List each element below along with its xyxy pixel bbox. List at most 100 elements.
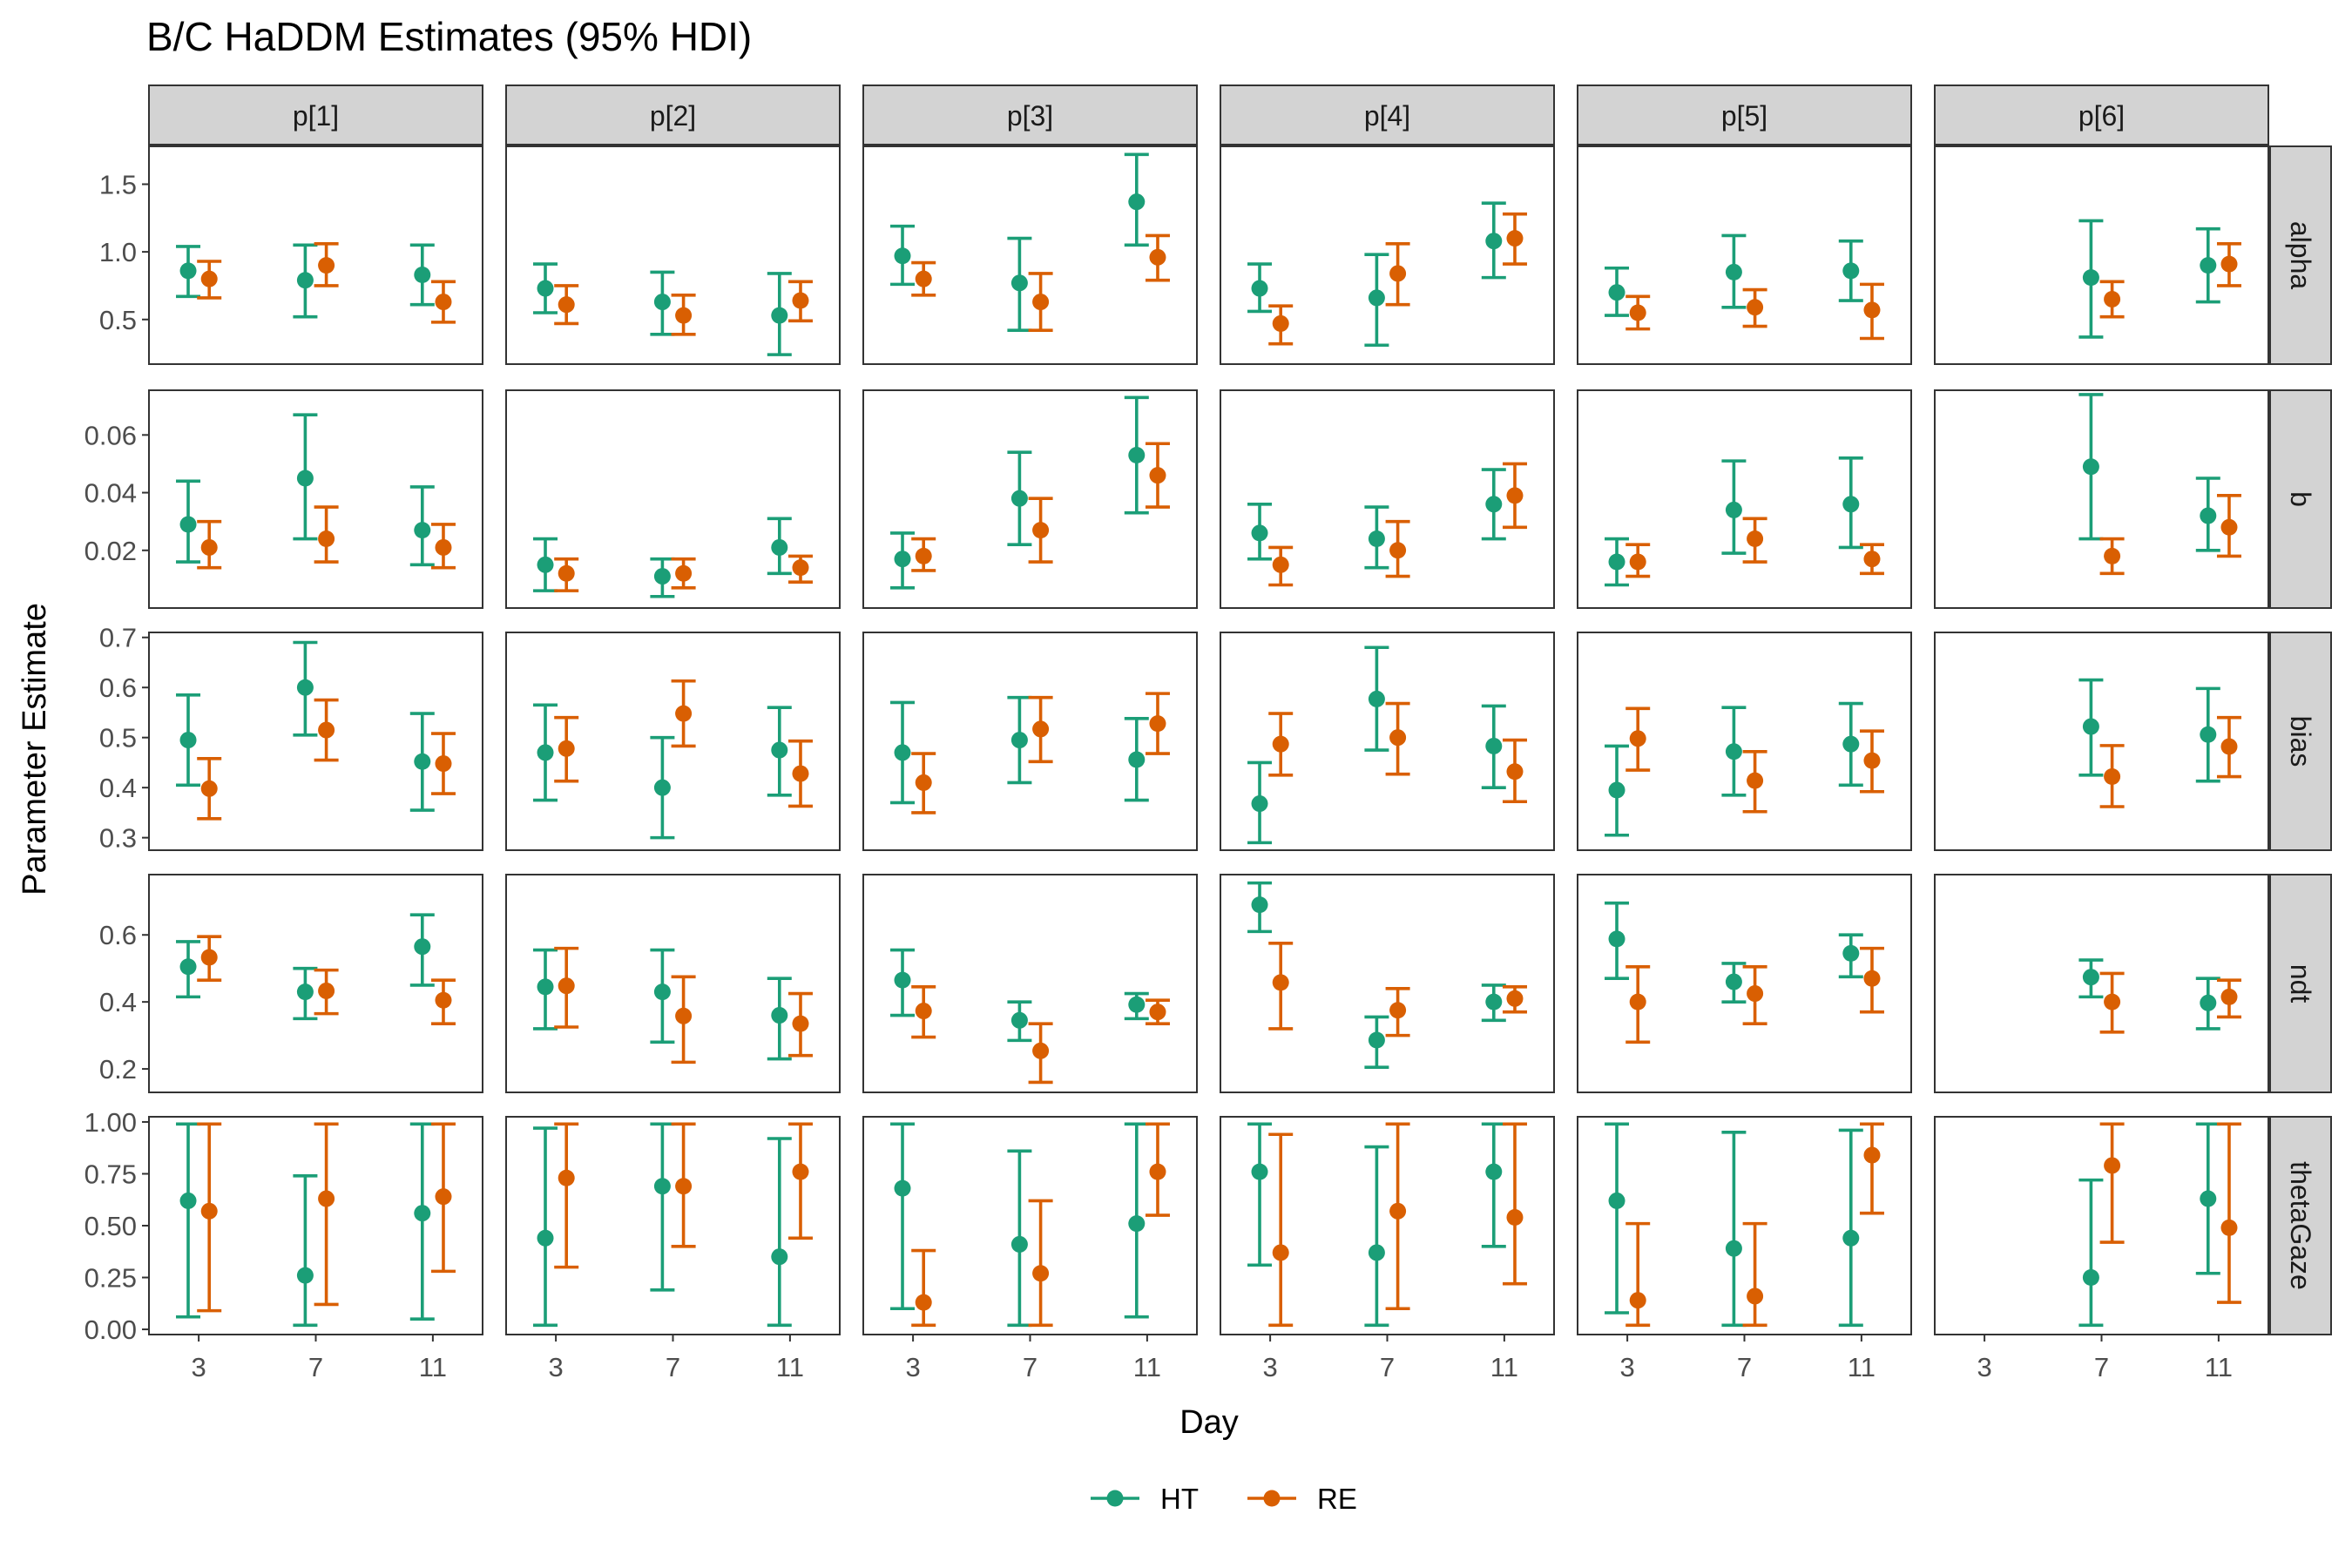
point-ht xyxy=(653,779,671,796)
point-ht xyxy=(1251,795,1268,813)
point-ht xyxy=(179,958,197,976)
point-ht xyxy=(653,983,671,1001)
x-tick-label: 11 xyxy=(2205,1352,2233,1382)
point-ht xyxy=(894,247,911,265)
point-re xyxy=(1747,1288,1764,1305)
point-re xyxy=(1629,993,1646,1010)
point-ht xyxy=(1485,993,1503,1010)
point-ht xyxy=(1725,743,1742,760)
y-tick-label: 0.7 xyxy=(99,623,137,653)
facet-panel xyxy=(148,1116,483,1335)
point-re xyxy=(1032,294,1050,311)
point-ht xyxy=(2200,726,2217,743)
point-ht xyxy=(771,307,788,324)
point-re xyxy=(1506,763,1524,781)
y-tick-label: 0.5 xyxy=(99,305,137,335)
point-re xyxy=(915,1294,932,1311)
point-re xyxy=(435,755,452,773)
y-tick-label: 0.50 xyxy=(84,1211,137,1241)
point-re xyxy=(2104,768,2121,786)
point-re xyxy=(1389,265,1407,282)
x-tick-label: 3 xyxy=(905,1352,920,1382)
facet-panel xyxy=(505,145,841,365)
point-re xyxy=(435,1188,452,1206)
point-re xyxy=(1629,553,1646,571)
point-ht xyxy=(771,741,788,759)
point-ht xyxy=(771,538,788,556)
point-ht xyxy=(653,1178,671,1195)
point-ht xyxy=(537,978,554,996)
point-re xyxy=(915,270,932,287)
point-re xyxy=(675,1007,693,1024)
point-ht xyxy=(2082,718,2099,735)
x-tick-label: 3 xyxy=(548,1352,563,1382)
facet-panel xyxy=(1934,632,2269,851)
facet-panel xyxy=(1577,632,1912,851)
point-re xyxy=(1863,1146,1881,1164)
point-ht xyxy=(653,568,671,585)
point-ht xyxy=(296,679,314,696)
point-ht xyxy=(1010,1011,1028,1029)
point-re xyxy=(915,547,932,564)
point-ht xyxy=(1485,737,1503,754)
point-re xyxy=(1389,1002,1407,1019)
point-ht xyxy=(1842,262,1860,280)
y-tick-label: 1.0 xyxy=(99,237,137,267)
point-re xyxy=(1506,230,1524,247)
point-re xyxy=(318,982,335,999)
point-re xyxy=(792,559,809,577)
y-tick-label: 0.06 xyxy=(84,420,137,450)
point-ht xyxy=(2200,994,2217,1011)
point-re xyxy=(2104,547,2121,564)
x-tick-label: 11 xyxy=(1490,1352,1518,1382)
point-ht xyxy=(2082,458,2099,476)
x-tick-label: 3 xyxy=(1977,1352,1991,1382)
y-tick-label: 0.02 xyxy=(84,536,137,566)
facet-strip-row xyxy=(2269,874,2332,1093)
point-re xyxy=(915,1003,932,1020)
facet-strip-col-label: p[6] xyxy=(2078,100,2125,132)
point-ht xyxy=(414,753,431,770)
point-re xyxy=(558,740,575,757)
point-ht xyxy=(537,556,554,573)
y-tick-label: 0.6 xyxy=(99,920,137,950)
point-ht xyxy=(1842,1229,1860,1247)
point-ht xyxy=(894,971,911,989)
facet-strip-col-label: p[4] xyxy=(1364,100,1410,132)
point-re xyxy=(1863,301,1881,319)
y-axis-title: Parameter Estimate xyxy=(17,603,53,896)
x-axis-title: Day xyxy=(1179,1404,1239,1441)
point-ht xyxy=(179,1192,197,1209)
facet-strip-col xyxy=(148,84,483,145)
point-re xyxy=(1272,314,1289,332)
point-re xyxy=(1149,467,1166,484)
point-re xyxy=(1389,729,1407,747)
x-tick-label: 11 xyxy=(776,1352,804,1382)
facet-strip-row-label: alpha xyxy=(2285,221,2316,290)
point-ht xyxy=(1010,732,1028,749)
point-ht xyxy=(179,516,197,533)
point-ht xyxy=(1010,490,1028,507)
facet-panel xyxy=(1934,874,2269,1093)
point-ht xyxy=(1842,944,1860,962)
point-re xyxy=(1506,487,1524,504)
facet-panel xyxy=(1577,874,1912,1093)
point-re xyxy=(435,294,452,311)
point-ht xyxy=(1368,1031,1385,1049)
facet-panel xyxy=(148,632,483,851)
y-tick-label: 0.5 xyxy=(99,723,137,754)
facet-panel xyxy=(1220,1116,1555,1335)
point-ht xyxy=(1368,289,1385,307)
point-ht xyxy=(296,1267,314,1284)
point-re xyxy=(1747,531,1764,548)
point-re xyxy=(1272,974,1289,991)
facet-strip-row xyxy=(2269,1116,2332,1335)
point-re xyxy=(2104,1157,2121,1174)
point-ht xyxy=(1725,1240,1742,1257)
legend: HT RE xyxy=(1091,1483,1357,1515)
point-re xyxy=(1863,752,1881,769)
point-ht xyxy=(894,744,911,761)
point-ht xyxy=(771,1248,788,1266)
point-ht xyxy=(2200,507,2217,524)
point-re xyxy=(318,1190,335,1207)
